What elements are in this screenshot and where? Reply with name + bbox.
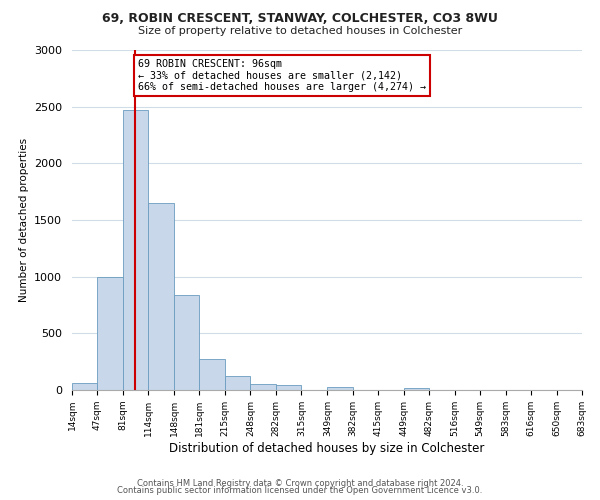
- Text: Contains HM Land Registry data © Crown copyright and database right 2024.: Contains HM Land Registry data © Crown c…: [137, 478, 463, 488]
- Bar: [328, 386, 353, 390]
- Text: 69, ROBIN CRESCENT, STANWAY, COLCHESTER, CO3 8WU: 69, ROBIN CRESCENT, STANWAY, COLCHESTER,…: [102, 12, 498, 26]
- Bar: [123, 110, 148, 390]
- Bar: [199, 360, 225, 390]
- Bar: [225, 376, 250, 390]
- Y-axis label: Number of detached properties: Number of detached properties: [19, 138, 29, 302]
- X-axis label: Distribution of detached houses by size in Colchester: Distribution of detached houses by size …: [169, 442, 485, 454]
- Text: Size of property relative to detached houses in Colchester: Size of property relative to detached ho…: [138, 26, 462, 36]
- Bar: [277, 386, 301, 390]
- Bar: [174, 295, 199, 390]
- Bar: [404, 388, 429, 390]
- Bar: [148, 203, 174, 390]
- Bar: [250, 384, 277, 390]
- Bar: [97, 276, 123, 390]
- Text: Contains public sector information licensed under the Open Government Licence v3: Contains public sector information licen…: [118, 486, 482, 495]
- Bar: [72, 383, 97, 390]
- Text: 69 ROBIN CRESCENT: 96sqm
← 33% of detached houses are smaller (2,142)
66% of sem: 69 ROBIN CRESCENT: 96sqm ← 33% of detach…: [139, 59, 427, 92]
